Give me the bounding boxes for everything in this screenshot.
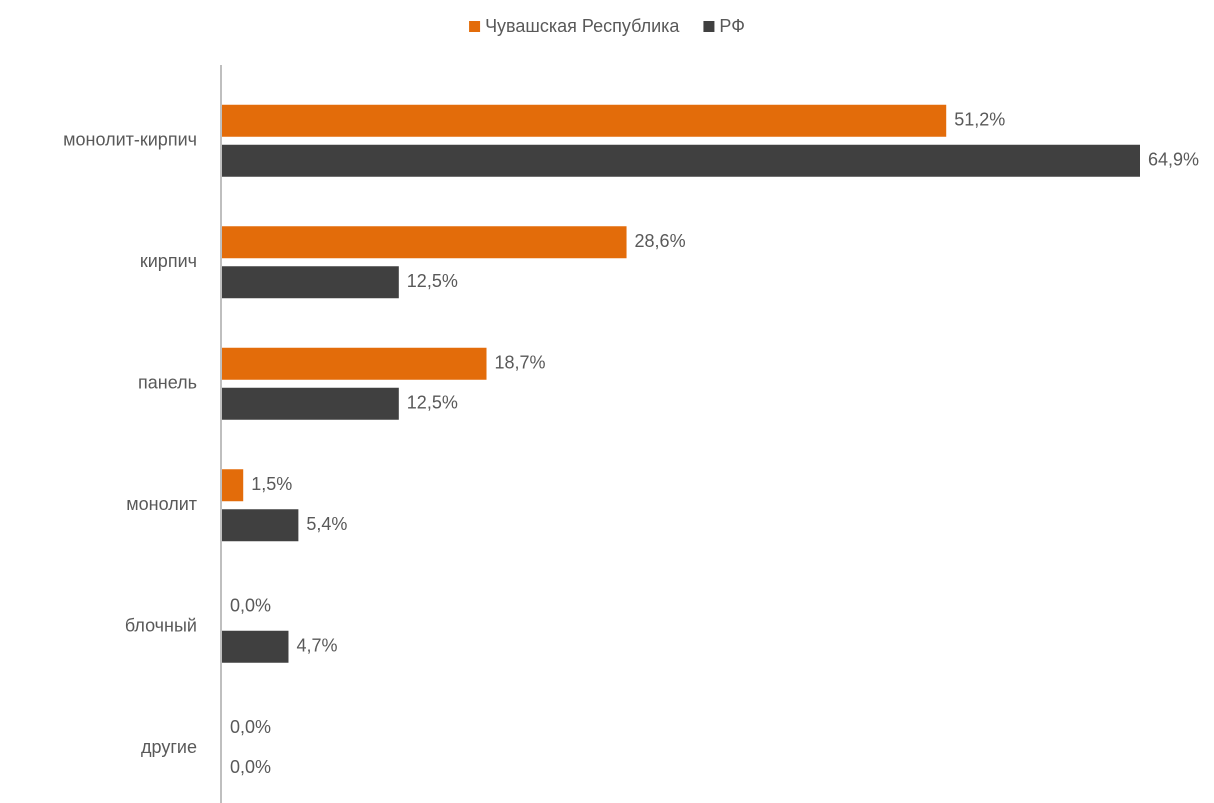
bar bbox=[222, 144, 1140, 177]
data-label: 51,2% bbox=[954, 110, 1005, 130]
bar bbox=[222, 469, 244, 502]
data-label: 18,7% bbox=[495, 353, 546, 373]
bar bbox=[222, 387, 399, 420]
data-label: 0,0% bbox=[230, 717, 271, 737]
legend-swatch bbox=[703, 21, 715, 32]
legend-label: РФ bbox=[719, 16, 745, 36]
data-label: 12,5% bbox=[407, 271, 458, 291]
y-tick-label: монолит bbox=[126, 494, 197, 514]
bar bbox=[222, 347, 487, 380]
legend-swatch bbox=[469, 21, 481, 32]
bar bbox=[222, 104, 947, 137]
y-tick-label: панель bbox=[138, 373, 197, 393]
bar bbox=[222, 266, 399, 299]
data-label: 1,5% bbox=[251, 474, 292, 494]
data-label: 64,9% bbox=[1148, 150, 1199, 170]
data-label: 4,7% bbox=[296, 636, 337, 656]
y-tick-label: кирпич bbox=[140, 251, 197, 271]
y-tick-label: другие bbox=[141, 737, 197, 757]
bar bbox=[222, 226, 627, 259]
data-label: 5,4% bbox=[306, 514, 347, 534]
data-label: 0,0% bbox=[230, 757, 271, 777]
bar bbox=[222, 630, 289, 663]
data-label: 12,5% bbox=[407, 393, 458, 413]
legend-label: Чувашская Республика bbox=[485, 16, 680, 36]
y-tick-label: монолит-кирпич bbox=[63, 130, 197, 150]
y-tick-label: блочный bbox=[125, 616, 197, 636]
bar bbox=[222, 509, 299, 542]
data-label: 0,0% bbox=[230, 596, 271, 616]
data-label: 28,6% bbox=[635, 231, 686, 251]
